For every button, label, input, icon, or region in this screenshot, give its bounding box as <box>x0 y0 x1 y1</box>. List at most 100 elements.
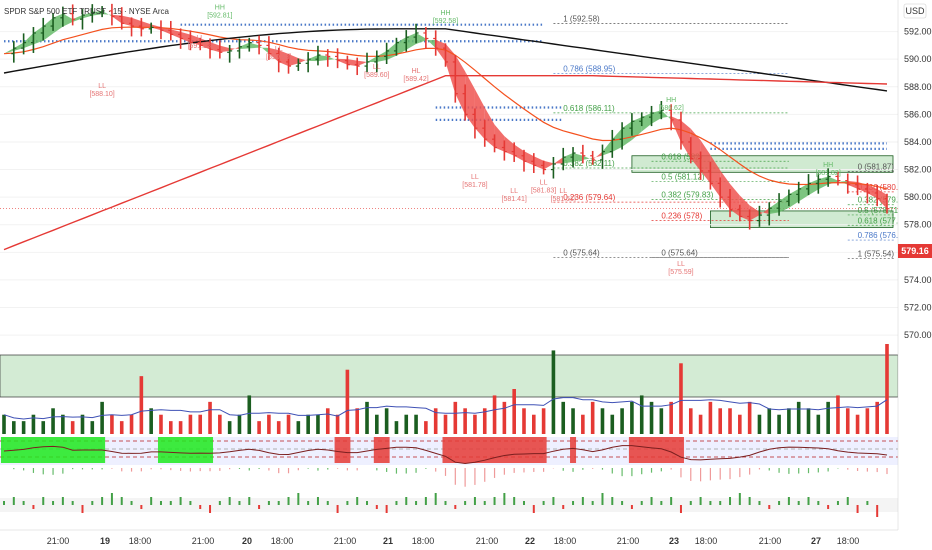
histogram-bar <box>836 501 839 505</box>
histogram-bar <box>22 501 25 505</box>
cloud-segment <box>710 154 721 198</box>
osc-highlight <box>570 437 577 463</box>
swing-annotations: LL[588.10]LL[589.60]LL[590.23]LL[591.28]… <box>89 5 840 277</box>
histogram-bar <box>91 501 94 505</box>
volume-ma-line <box>3 397 888 420</box>
fib-set-3-label: 0.5 (578.71) <box>858 206 901 215</box>
price-tick-label: 590.00 <box>904 54 932 64</box>
histogram-bar <box>876 505 879 517</box>
time-tick-label: 18:00 <box>554 536 577 546</box>
cloud-segment <box>720 170 731 210</box>
price-tick-label: 588.00 <box>904 82 932 92</box>
volume-bar <box>218 414 222 434</box>
volume-bar <box>178 421 183 434</box>
volume-bar <box>669 401 673 434</box>
cloud-segment <box>33 26 44 45</box>
histogram-bar <box>709 501 712 505</box>
cloud-segment <box>259 45 269 54</box>
time-tick-label: 21:00 <box>759 536 782 546</box>
volume-bar <box>590 401 595 434</box>
histogram-bar <box>12 497 15 505</box>
volume-bar <box>247 395 252 434</box>
volume-bar <box>198 414 203 434</box>
volume-bar <box>90 421 95 434</box>
price-tick-label: 570.00 <box>904 330 932 340</box>
swing-label-type: LL <box>677 261 685 268</box>
histogram-bar <box>209 505 212 513</box>
cloud-segment <box>514 144 524 162</box>
hist-band <box>0 498 898 512</box>
histogram-bar <box>375 505 378 509</box>
histogram-bar <box>307 501 310 505</box>
time-tick-label: 22 <box>525 536 535 546</box>
cloud-segment <box>425 38 436 49</box>
time-tick-label: 21:00 <box>192 536 215 546</box>
volume-bar <box>532 414 536 434</box>
histogram-bar <box>385 505 388 513</box>
cloud-segment <box>484 107 495 148</box>
volume-bar <box>747 401 752 434</box>
swing-label-price: [592.81] <box>207 13 232 20</box>
histogram-bar <box>768 505 771 509</box>
volume-bar <box>787 408 791 434</box>
histogram-bar <box>228 497 231 505</box>
histogram-bar <box>238 501 241 505</box>
volume-bar <box>159 414 163 434</box>
histogram-bar <box>159 501 162 505</box>
time-axis[interactable]: 21:00 19 18:00 21:00 20 18:00 21:00 21 18:00 21:0… <box>0 529 898 546</box>
swing-label-price: [588.10] <box>89 91 114 98</box>
cloud-segment <box>53 13 63 34</box>
fib-set-3-label: 0.786 (576.89) <box>858 231 910 240</box>
volume-bar <box>139 376 144 434</box>
fib-set-1-label: 0.786 (588.95) <box>563 65 615 74</box>
volume-bar <box>492 395 497 434</box>
volume-bar <box>80 414 85 434</box>
fib-set-2-label: 0.618 (582) <box>661 152 702 161</box>
cloud-segment <box>563 152 574 164</box>
cloud-segment <box>62 13 73 27</box>
histogram-bar <box>542 501 545 505</box>
histogram-bar <box>581 497 584 505</box>
cloud-segment <box>877 189 887 209</box>
swing-label-type: HH <box>823 162 833 169</box>
volume-bar <box>708 401 713 434</box>
histogram-bar <box>846 497 849 505</box>
volume-bar <box>70 421 75 434</box>
cloud-segment <box>23 32 34 49</box>
swing-label-type: LL <box>196 35 204 42</box>
price-tick-label: 584.00 <box>904 137 932 147</box>
currency-badge[interactable] <box>903 3 927 19</box>
price-axis[interactable]: 592.00 590.00 588.00 586.00 584.00 582.00 580.… <box>904 27 932 341</box>
swing-label-type: LL <box>471 174 479 181</box>
volume-bar <box>276 421 281 434</box>
histogram-bar <box>748 497 751 505</box>
time-tick-label: 18:00 <box>695 536 718 546</box>
cloud-segment <box>749 205 760 221</box>
volume-bar <box>335 414 340 434</box>
volume-bar <box>885 344 889 434</box>
volume-bar <box>512 389 516 434</box>
volume-bar <box>826 401 830 434</box>
cloud-segment <box>239 42 250 49</box>
volume-bar <box>31 414 36 434</box>
fib-set-2-label: 0 (575.64) <box>661 248 698 257</box>
volume-bar <box>561 401 566 434</box>
histogram-bar <box>621 501 624 505</box>
volume-bar <box>463 408 467 434</box>
histogram-bar <box>42 497 45 505</box>
histogram-bar <box>562 505 565 509</box>
volume-bar <box>51 408 55 434</box>
volume-bar <box>394 421 399 434</box>
histogram-bar <box>336 505 339 513</box>
cloud-segment <box>4 48 14 54</box>
fib-set-1-label: 0.618 (586.11) <box>563 104 615 113</box>
volume-bar <box>257 421 261 434</box>
volume-bar <box>620 408 624 434</box>
cloud-segment <box>553 157 564 165</box>
time-tick-label: 23 <box>669 536 679 546</box>
price-tick-label: 580.00 <box>904 192 932 202</box>
fib-set-1-label: 0.382 (582.11) <box>563 159 615 168</box>
swing-label-type: LL <box>540 180 548 187</box>
volume-bar <box>168 421 173 434</box>
